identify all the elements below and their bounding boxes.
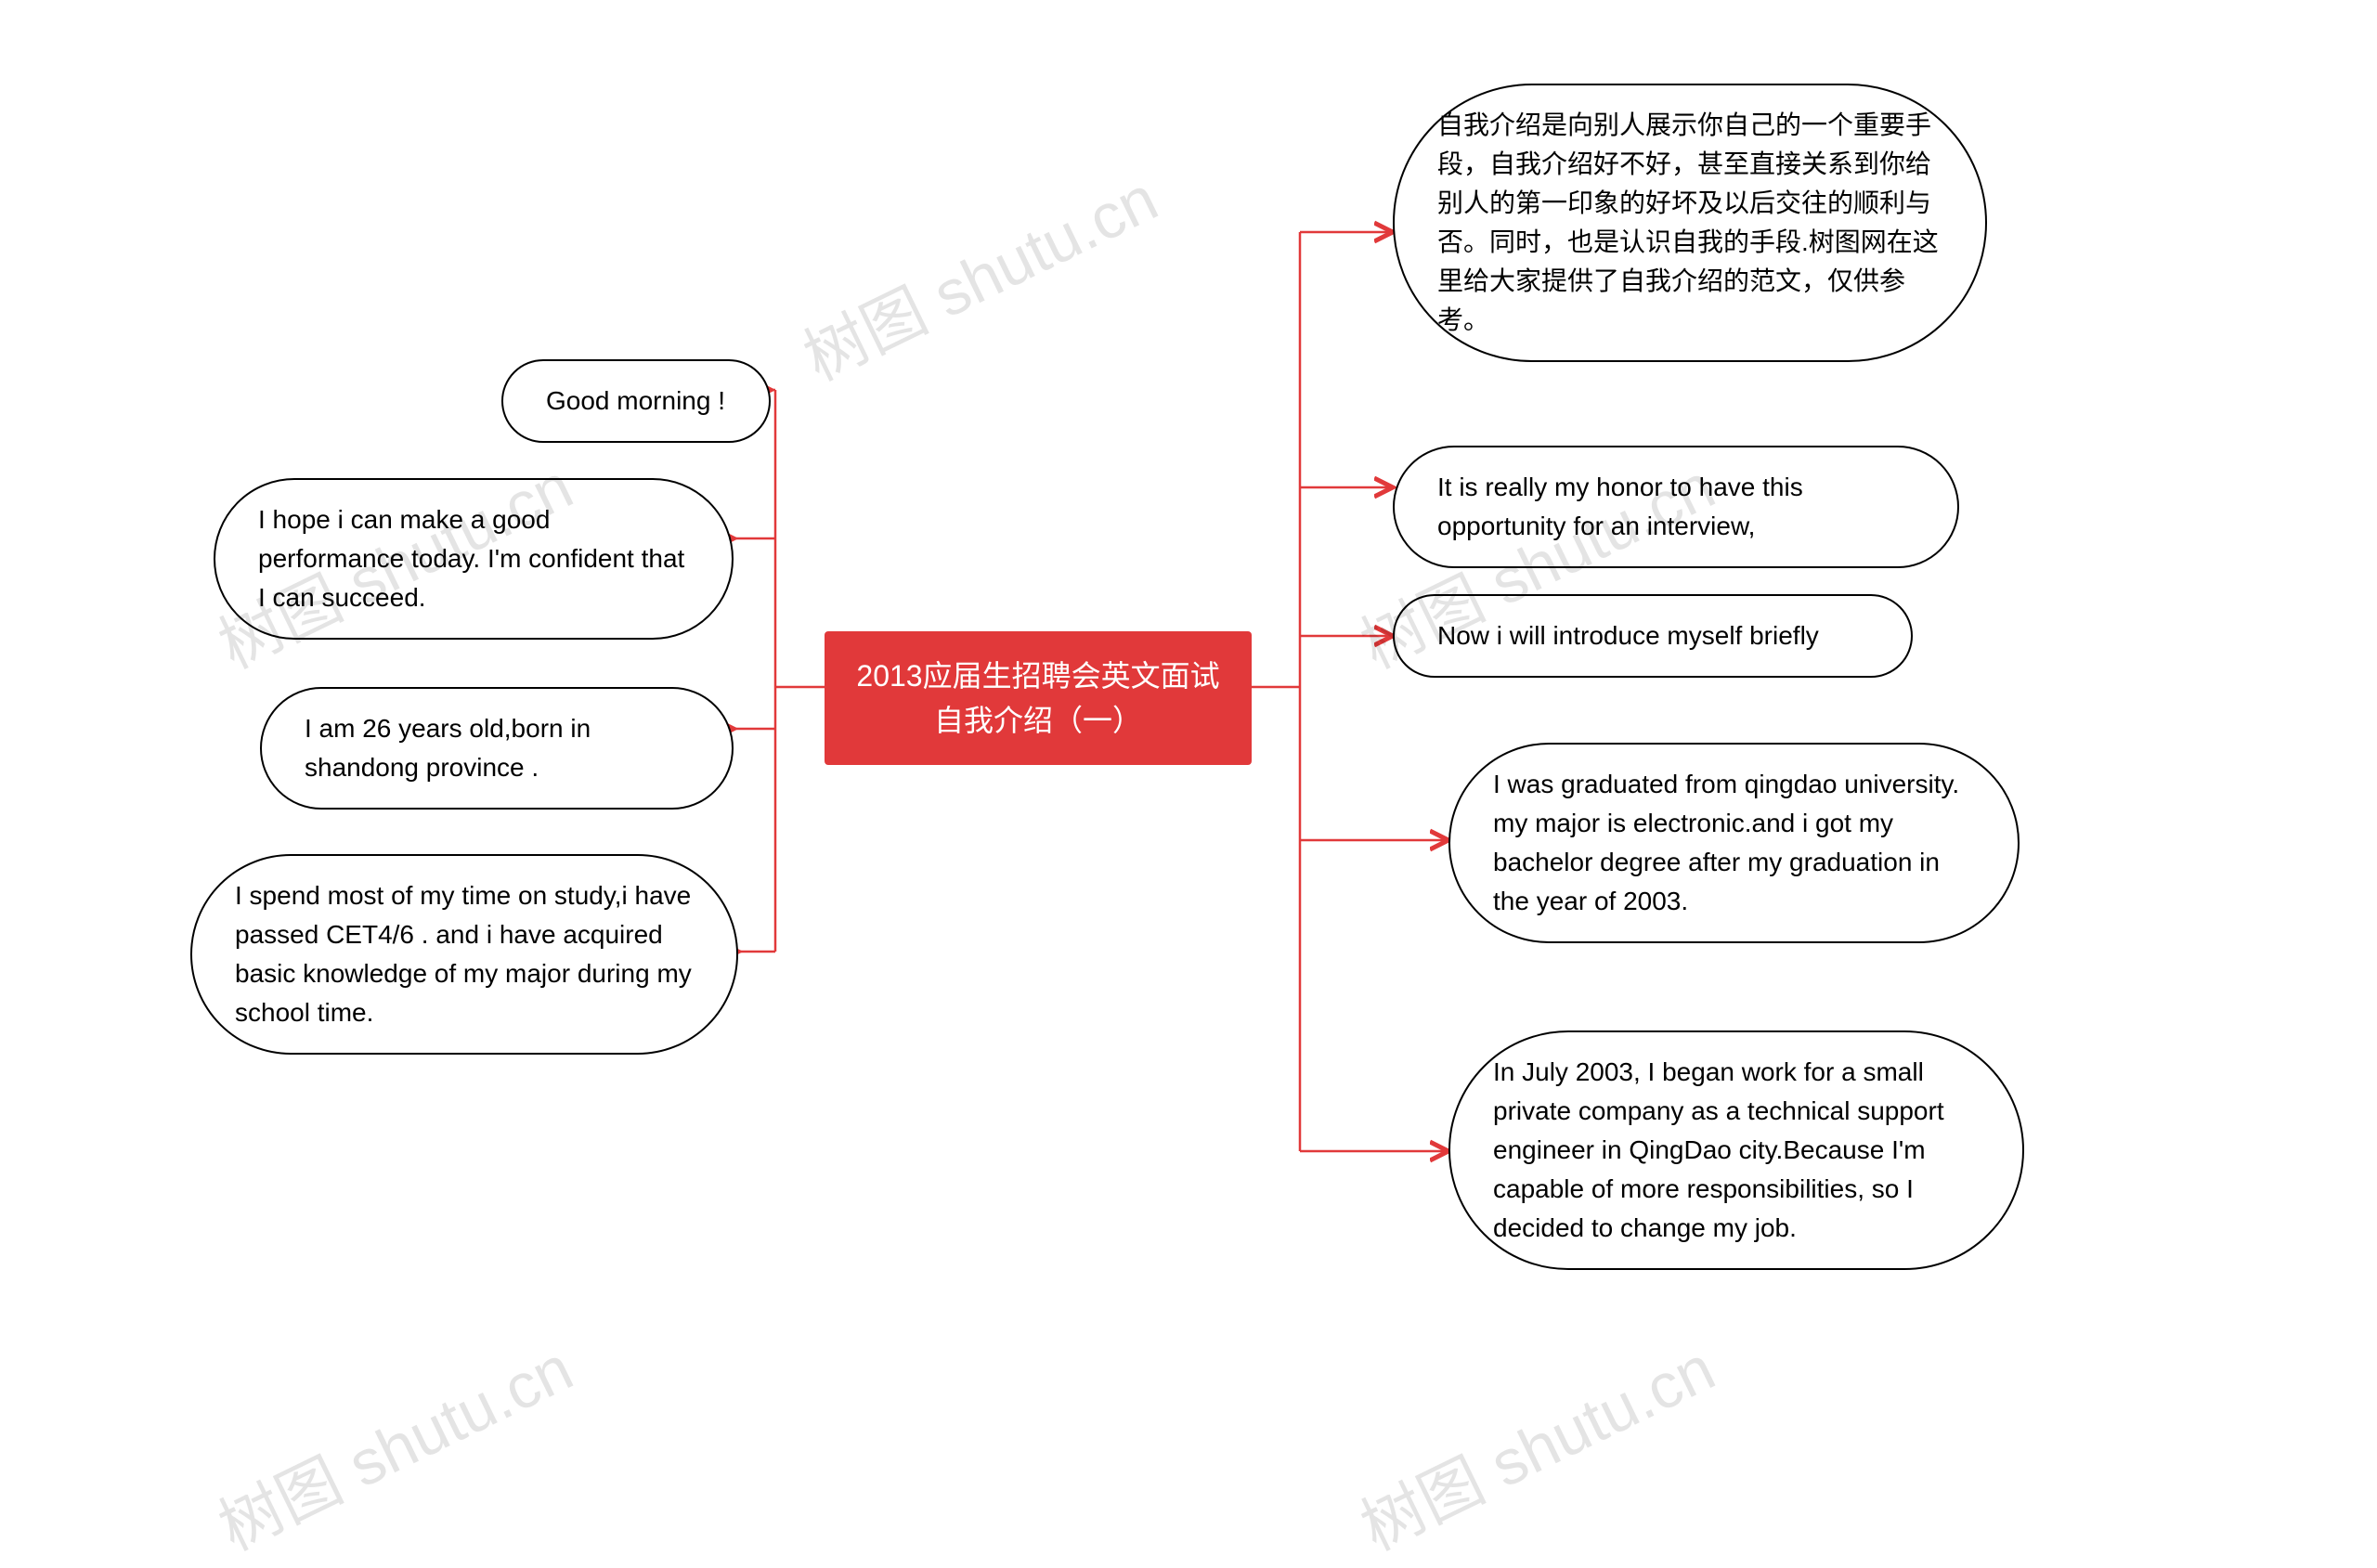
right-leaf-node[interactable]: I was graduated from qingdao university.… — [1448, 743, 2020, 943]
watermark: 树图 shutu.cn — [786, 148, 1171, 398]
center-node[interactable]: 2013应届生招聘会英文面试自我介绍（一） — [825, 631, 1252, 765]
mindmap-canvas: 2013应届生招聘会英文面试自我介绍（一） Good morning ! I ho… — [0, 0, 2377, 1486]
right-leaf-node[interactable]: It is really my honor to have this oppor… — [1393, 446, 1959, 568]
right-leaf-node[interactable]: 自我介绍是向别人展示你自己的一个重要手段，自我介绍好不好，甚至直接关系到你给别人… — [1393, 84, 1987, 362]
left-leaf-node[interactable]: I am 26 years old,born in shandong provi… — [260, 687, 734, 810]
right-leaf-node[interactable]: Now i will introduce myself briefly — [1393, 594, 1913, 678]
watermark: 树图 shutu.cn — [1344, 1317, 1728, 1568]
left-leaf-node[interactable]: I hope i can make a good performance tod… — [214, 478, 734, 640]
right-leaf-node[interactable]: In July 2003, I began work for a small p… — [1448, 1030, 2024, 1270]
left-leaf-node[interactable]: Good morning ! — [501, 359, 771, 443]
left-leaf-node[interactable]: I spend most of my time on study,i have … — [190, 854, 738, 1055]
watermark: 树图 shutu.cn — [201, 1317, 586, 1568]
